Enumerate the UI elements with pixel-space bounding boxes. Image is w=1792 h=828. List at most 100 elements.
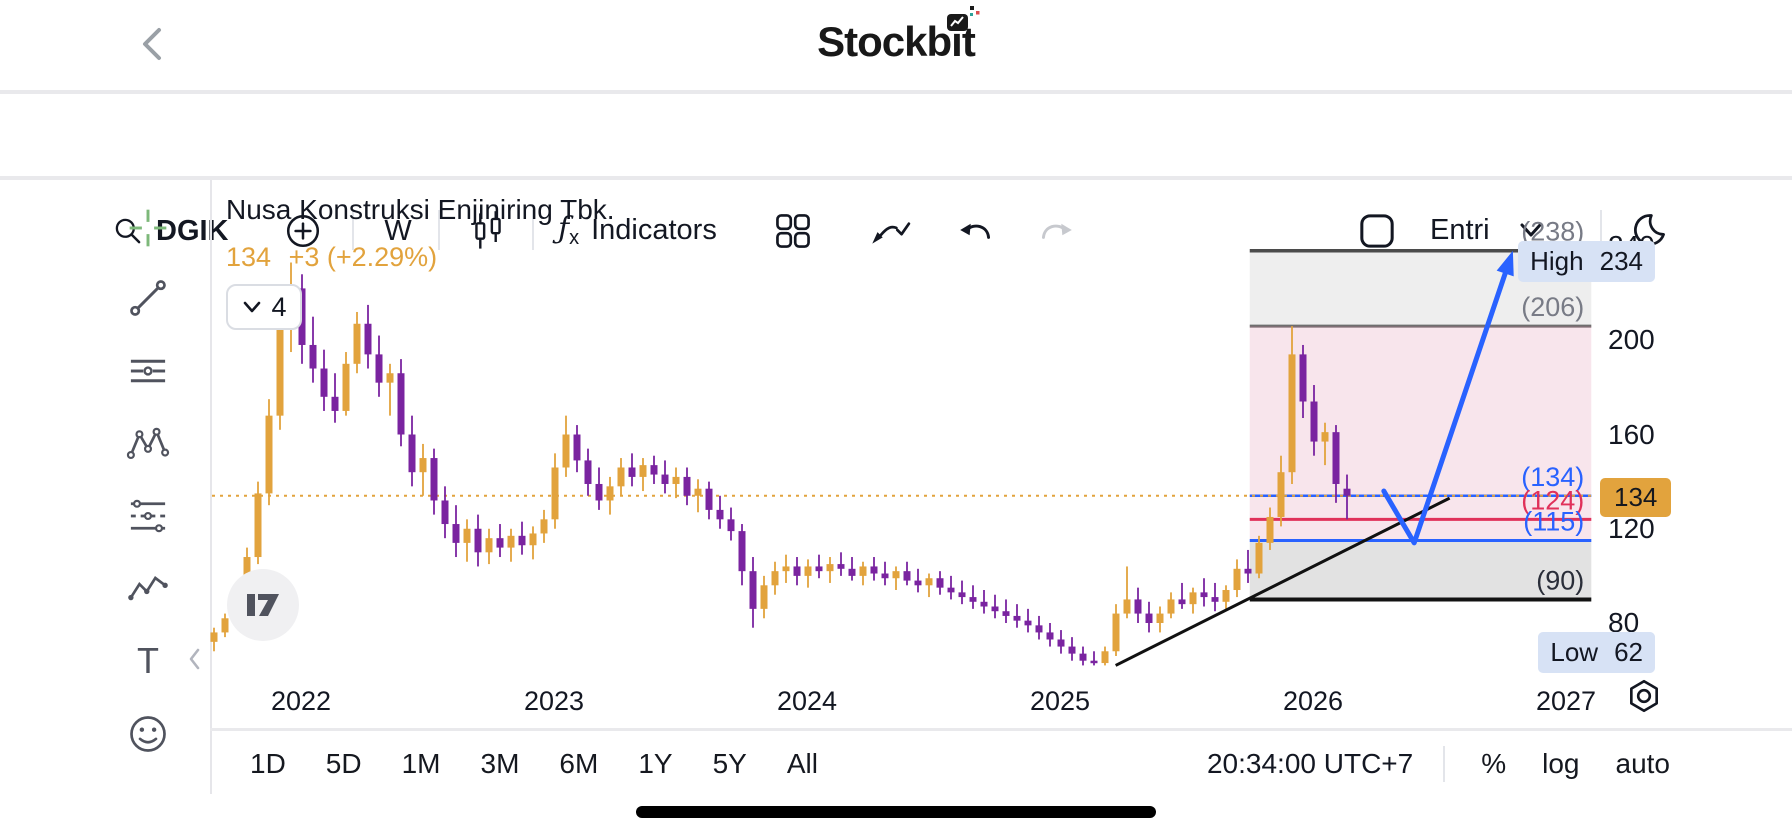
undo-button[interactable] [954, 208, 1000, 252]
candle-body [375, 354, 383, 383]
high-value: 234 [1599, 246, 1643, 277]
indicators-button[interactable]: ƒx Indicators [558, 206, 717, 254]
trend-line-tool[interactable] [120, 270, 176, 326]
price-change: +3 (+2.29%) [288, 242, 438, 272]
price-axis-settings-button[interactable] [1622, 674, 1666, 718]
trend-line-drawing[interactable] [1114, 496, 1451, 667]
level-label: (206) [1521, 292, 1584, 322]
projection-arrow[interactable] [1381, 261, 1511, 546]
low-value: 62 [1614, 637, 1643, 668]
undo-icon [956, 212, 998, 248]
candle-body [1002, 611, 1010, 616]
sidebar-collapse-handle[interactable] [186, 642, 208, 676]
candle-body [485, 538, 493, 553]
range-1m[interactable]: 1M [396, 744, 447, 784]
crosshair-tool[interactable] [120, 200, 176, 256]
candle-body [276, 328, 284, 416]
candle-body [595, 483, 603, 501]
candle-body [1332, 432, 1340, 484]
candle-body [705, 488, 713, 510]
time-axis[interactable]: 2022 2023 2024 2025 2026 2027 [210, 676, 1596, 716]
range-5d[interactable]: 5D [320, 744, 368, 784]
candle-body [1299, 354, 1307, 402]
candle-body [859, 566, 867, 576]
toolbar-divider [438, 210, 440, 250]
horizontal-lines-tool[interactable] [120, 343, 176, 399]
toolbar-divider [352, 210, 354, 250]
candle-body [892, 571, 900, 579]
candle-body [760, 585, 768, 609]
candle-body [1112, 613, 1120, 652]
candle-count-dropdown[interactable]: 4 [226, 284, 302, 330]
toolbar-divider-bottom [0, 176, 1792, 180]
polyline-tool[interactable] [120, 561, 176, 617]
candle-body [331, 396, 339, 411]
price-chart[interactable]: (238)(206)(134)(124)(115)(90) [210, 180, 1592, 728]
emoji-tool[interactable] [120, 706, 176, 762]
log-scale-button[interactable]: log [1536, 744, 1585, 784]
range-all[interactable]: All [781, 744, 824, 784]
candle-body [1134, 599, 1142, 614]
interval-button[interactable]: W [378, 210, 418, 252]
candle-body [1035, 625, 1043, 633]
x-axis-label: 2027 [1535, 686, 1597, 716]
candle-body [452, 524, 460, 543]
home-indicator[interactable] [636, 806, 1156, 818]
text-tool-icon: T [137, 640, 159, 681]
candle-body [804, 566, 812, 576]
symbol-title: Nusa Konstruksi Enjiniring Tbk. [226, 194, 615, 225]
logo-pixel-chart-icon [945, 4, 981, 34]
candle-body [914, 580, 922, 586]
y-axis-label: 160 [1608, 418, 1655, 450]
range-6m[interactable]: 6M [553, 744, 604, 784]
grid-icon [773, 211, 813, 251]
high-label: High [1530, 246, 1584, 277]
x-axis-label: 2023 [523, 686, 585, 716]
stockbit-logo: Stockbit [0, 6, 1792, 66]
fx-icon: ƒx [558, 210, 580, 249]
chart-style-button[interactable] [466, 208, 510, 254]
compare-add-button[interactable] [282, 210, 324, 252]
x-axis-label: 2022 [270, 686, 332, 716]
auto-scale-button[interactable]: auto [1610, 744, 1677, 784]
emoji-smiley-icon [126, 712, 170, 756]
candle-body [815, 566, 823, 572]
price-axis[interactable]: 80120160200240 High 234 134 Low 62 [1518, 180, 1792, 728]
fib-retracement-tool[interactable] [120, 488, 176, 544]
entri-dropdown[interactable]: Entri [1430, 206, 1546, 254]
xabcd-pattern-tool[interactable] [120, 416, 176, 472]
chart-toolbar: DGIK W ƒx I [0, 94, 1792, 250]
back-button[interactable] [128, 20, 176, 68]
candle-body [1255, 542, 1263, 574]
candle-body [969, 597, 977, 602]
low-label: Low [1550, 637, 1599, 668]
draw-button[interactable] [864, 206, 914, 254]
range-3m[interactable]: 3M [475, 744, 526, 784]
tradingview-logo[interactable] [227, 569, 299, 641]
range-1y[interactable]: 1Y [632, 744, 678, 784]
candle-body [562, 434, 570, 468]
candle-body [848, 568, 856, 576]
polyline-icon [126, 567, 170, 611]
drawing-toolbar: T [0, 180, 210, 820]
percent-scale-button[interactable]: % [1475, 744, 1512, 784]
candle-body [793, 566, 801, 576]
symbol-search-button[interactable]: DGIK [112, 210, 229, 252]
text-tool[interactable]: T [120, 633, 176, 689]
candle-body [826, 564, 834, 572]
redo-button[interactable] [1032, 208, 1078, 252]
candle-body [782, 566, 790, 572]
layout-templates-button[interactable] [770, 208, 816, 254]
candle-body [496, 538, 504, 548]
range-1d[interactable]: 1D [244, 744, 292, 784]
redo-icon [1034, 212, 1076, 248]
candle-body [265, 415, 273, 494]
candle-body [1189, 592, 1197, 605]
range-buttons: 1D 5D 1M 3M 6M 1Y 5Y All [244, 744, 824, 784]
candle-body [1222, 590, 1230, 602]
range-5y[interactable]: 5Y [707, 744, 753, 784]
candle-body [221, 618, 229, 633]
candle-body [925, 578, 933, 586]
fullscreen-button[interactable] [1354, 208, 1400, 254]
candle-body [397, 373, 405, 435]
